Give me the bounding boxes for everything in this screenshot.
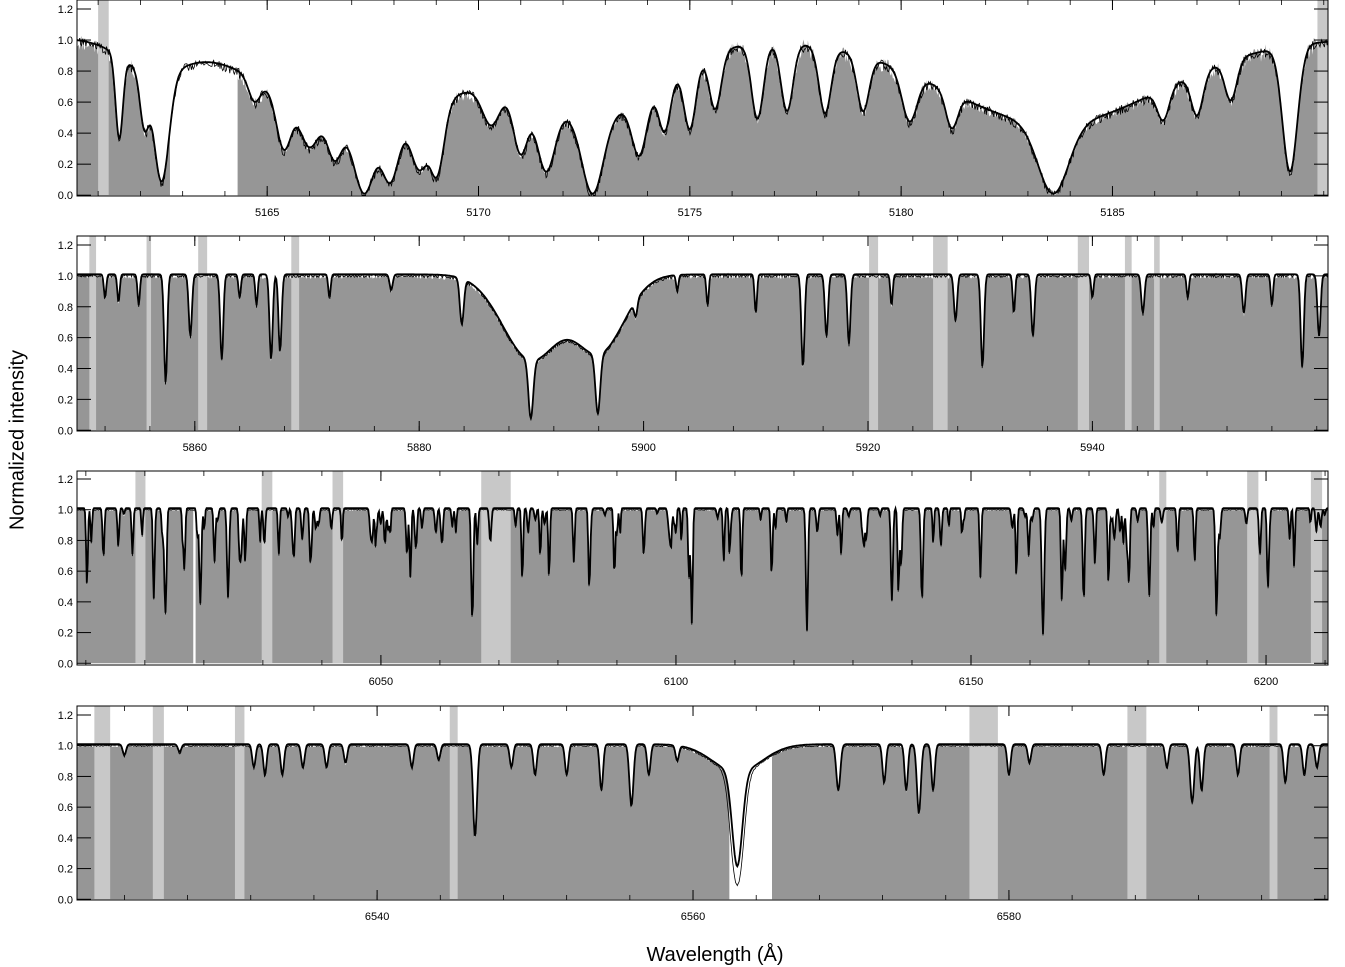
model-spectrum-thick bbox=[77, 743, 1328, 869]
y-tick-label: 1.0 bbox=[58, 505, 73, 517]
masked-region bbox=[146, 236, 152, 431]
y-tick-label: 0.8 bbox=[58, 66, 73, 78]
panel-1: 0.0 0.2 0.4 0.6 0.8 1.0 1.2 5165 5170 5175 5180 518… bbox=[58, 0, 1329, 219]
y-tick-label: 0.6 bbox=[58, 802, 73, 814]
y-tick-label: 1.0 bbox=[58, 741, 73, 753]
excluded-region bbox=[169, 0, 238, 196]
observed-spectrum-fill bbox=[77, 36, 1328, 196]
masked-region bbox=[869, 236, 879, 431]
y-tick-label: 0.4 bbox=[58, 128, 73, 140]
y-tick-label: 0.8 bbox=[58, 302, 73, 314]
y-tick-label: 0.6 bbox=[58, 333, 73, 345]
x-tick-label: 5900 bbox=[631, 442, 655, 454]
x-tick-label: 5920 bbox=[856, 442, 880, 454]
masked-region bbox=[89, 236, 97, 431]
y-tick-label: 0.8 bbox=[58, 535, 73, 547]
y-tick-label: 0.0 bbox=[58, 425, 73, 437]
masked-region bbox=[1127, 706, 1147, 900]
x-tick-label: 5185 bbox=[1100, 207, 1124, 219]
y-axis-label: Normalized intensity bbox=[6, 349, 29, 531]
y-tick-label: 0.2 bbox=[58, 159, 73, 171]
y-tick-label: 1.2 bbox=[58, 240, 73, 252]
masked-region bbox=[152, 706, 164, 900]
x-tick-label: 5860 bbox=[183, 442, 207, 454]
panel-frame bbox=[76, 470, 1329, 666]
y-tick-label: 0.0 bbox=[58, 894, 73, 906]
x-tick-label: 5940 bbox=[1080, 442, 1104, 454]
masked-region bbox=[332, 471, 344, 664]
y-tick-label: 0.4 bbox=[58, 833, 73, 845]
masked-region bbox=[1159, 471, 1167, 664]
masked-region bbox=[261, 471, 273, 664]
y-tick-label: 0.2 bbox=[58, 628, 73, 640]
masked-region bbox=[198, 236, 208, 431]
masked-region bbox=[969, 706, 998, 900]
x-tick-label: 5180 bbox=[889, 207, 913, 219]
x-tick-label: 5170 bbox=[466, 207, 490, 219]
y-tick-label: 0.2 bbox=[58, 394, 73, 406]
x-tick-label: 6540 bbox=[365, 911, 389, 923]
masked-region bbox=[1077, 236, 1090, 431]
y-tick-label: 1.2 bbox=[58, 4, 73, 16]
model-spectrum-thick bbox=[77, 273, 1328, 419]
masked-region bbox=[135, 471, 146, 664]
panel-frame bbox=[76, 705, 1329, 901]
x-tick-label: 5165 bbox=[255, 207, 279, 219]
y-tick-label: 0.0 bbox=[58, 658, 73, 670]
y-tick-label: 0.2 bbox=[58, 864, 73, 876]
y-tick-label: 0.0 bbox=[58, 190, 73, 202]
masked-region bbox=[234, 706, 245, 900]
panel-frame bbox=[76, 0, 1329, 197]
x-tick-label: 5880 bbox=[407, 442, 431, 454]
masked-region bbox=[1154, 236, 1160, 431]
observed-spectrum-fill bbox=[77, 744, 1328, 900]
masked-region bbox=[1317, 0, 1328, 196]
y-tick-label: 0.8 bbox=[58, 771, 73, 783]
x-tick-label: 6100 bbox=[664, 676, 688, 688]
excluded-region bbox=[729, 706, 772, 900]
x-tick-label: 6150 bbox=[959, 676, 983, 688]
x-tick-label: 6200 bbox=[1254, 676, 1278, 688]
masked-region bbox=[1124, 236, 1132, 431]
masked-region bbox=[481, 471, 511, 664]
masked-region bbox=[933, 236, 948, 431]
panel-4: 0.0 0.2 0.4 0.6 0.8 1.0 1.2 6540 6560 6580 bbox=[58, 705, 1329, 923]
masked-region bbox=[291, 236, 300, 431]
x-tick-label: 6580 bbox=[997, 911, 1021, 923]
masked-region bbox=[98, 0, 109, 196]
masked-region bbox=[1310, 471, 1323, 664]
panel-3: 0.0 0.2 0.4 0.6 0.8 1.0 1.2 6050 6100 6150 6200 bbox=[58, 470, 1329, 688]
y-tick-label: 1.2 bbox=[58, 474, 73, 486]
model-spectrum-thick bbox=[77, 39, 1328, 195]
masked-region bbox=[1269, 706, 1278, 900]
model-spectrum-thick bbox=[77, 505, 1328, 635]
x-tick-label: 6050 bbox=[369, 676, 393, 688]
panel-2: 0.0 0.2 0.4 0.6 0.8 1.0 1.2 5860 5880 5900 5920 594… bbox=[58, 235, 1329, 454]
y-tick-label: 0.4 bbox=[58, 597, 73, 609]
masked-region bbox=[1247, 471, 1259, 664]
y-tick-label: 1.0 bbox=[58, 271, 73, 283]
masked-region bbox=[94, 706, 111, 900]
masked-region bbox=[449, 706, 458, 900]
y-tick-label: 0.6 bbox=[58, 97, 73, 109]
x-axis-label: Wavelength (Å) bbox=[646, 944, 784, 966]
y-tick-label: 0.6 bbox=[58, 566, 73, 578]
y-tick-label: 0.4 bbox=[58, 364, 73, 376]
y-tick-label: 1.0 bbox=[58, 35, 73, 47]
y-tick-label: 1.2 bbox=[58, 710, 73, 722]
x-tick-label: 5175 bbox=[678, 207, 702, 219]
excluded-region bbox=[193, 471, 196, 665]
observed-spectrum-fill bbox=[77, 272, 1328, 431]
x-tick-label: 6560 bbox=[681, 911, 705, 923]
panel-frame bbox=[76, 235, 1329, 432]
